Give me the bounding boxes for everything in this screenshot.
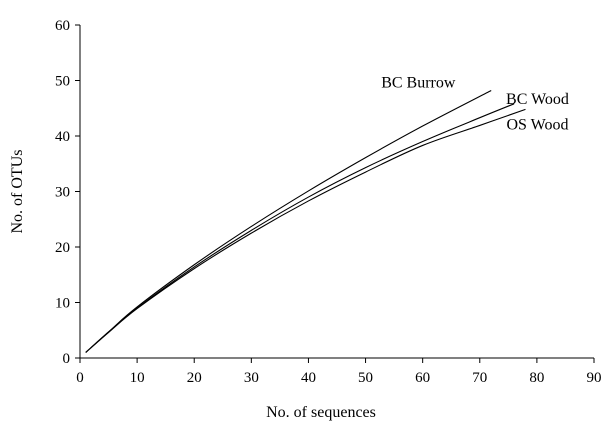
y-tick-label: 30 — [55, 185, 70, 201]
x-tick-label: 30 — [244, 370, 259, 386]
axes: 0 10 20 30 40 50 60 70 80 90 0 10 20 30 40 50 60 — [55, 18, 602, 386]
x-tick-label: 70 — [472, 370, 487, 386]
series-line-bc-wood — [85, 103, 515, 353]
y-tick-label: 60 — [55, 18, 70, 34]
x-tick-label: 10 — [130, 370, 145, 386]
series-labels: BC Burrow BC Wood OS Wood — [381, 74, 569, 133]
series-label-bc-wood: BC Wood — [506, 91, 569, 108]
x-tick-label: 60 — [415, 370, 430, 386]
series-line-bc-burrow — [85, 90, 492, 353]
x-tick-label: 80 — [529, 370, 544, 386]
x-tick-label: 0 — [76, 370, 84, 386]
y-tick-label: 40 — [55, 129, 70, 145]
series-line-os-wood — [85, 108, 526, 353]
x-tick-label: 50 — [358, 370, 373, 386]
y-tick-label: 50 — [55, 74, 70, 90]
y-tick-label: 0 — [63, 351, 71, 367]
series-label-bc-burrow: BC Burrow — [381, 74, 456, 91]
x-tick-label: 40 — [301, 370, 316, 386]
x-tick-label: 90 — [587, 370, 602, 386]
x-tick-label: 20 — [187, 370, 202, 386]
series-lines — [85, 90, 526, 353]
y-tick-label: 20 — [55, 240, 70, 256]
y-axis-title: No. of OTUs — [9, 150, 26, 234]
y-tick-label: 10 — [55, 296, 70, 312]
x-axis-title: No. of sequences — [266, 404, 376, 421]
series-label-os-wood: OS Wood — [506, 116, 568, 133]
